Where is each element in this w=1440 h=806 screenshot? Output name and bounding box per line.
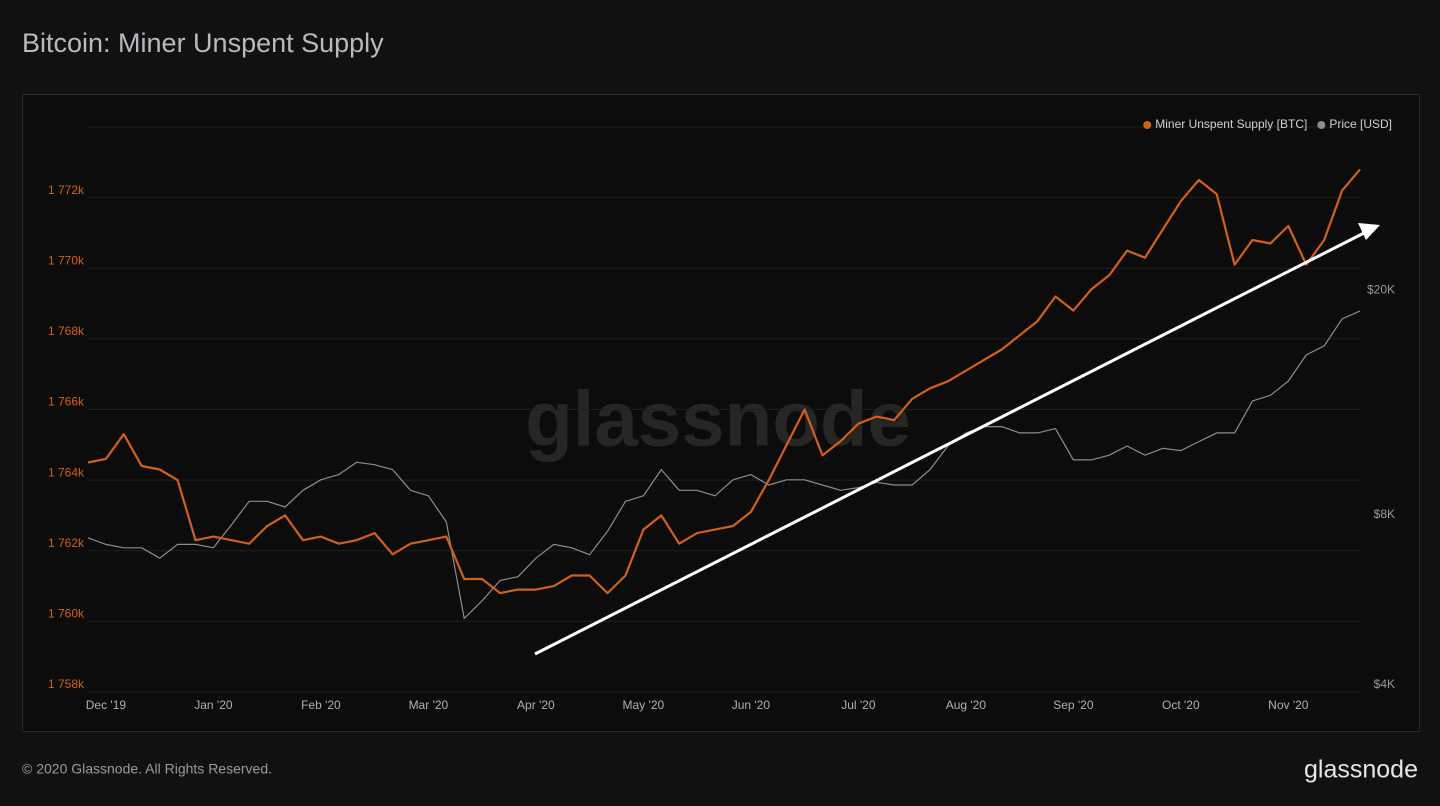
x-tick-label: Mar '20 <box>409 698 449 712</box>
y2-tick-label: $4K <box>1374 677 1395 691</box>
x-tick-label: Oct '20 <box>1162 698 1200 712</box>
x-tick-label: Nov '20 <box>1268 698 1309 712</box>
labels: 1 758k 1 760k 1 762k 1 764k 1 766k 1 768k 1 77… <box>48 117 1395 712</box>
grid <box>88 126 1360 693</box>
y-tick-label: 1 760k <box>48 607 85 621</box>
legend-swatch <box>1317 121 1326 129</box>
x-tick-label: Jan '20 <box>194 698 233 712</box>
x-tick-label: Jun '20 <box>732 698 771 712</box>
x-tick-label: Feb '20 <box>301 698 341 712</box>
chart-title: Bitcoin: Miner Unspent Supply <box>22 28 384 58</box>
y-tick-label: 1 770k <box>48 253 85 267</box>
chart-panel <box>22 94 1420 732</box>
logo: glassnode <box>1304 756 1418 784</box>
trend-arrow <box>534 223 1380 656</box>
arrow-head <box>1358 223 1380 240</box>
legend-label: Miner Unspent Supply [BTC] <box>1155 117 1307 131</box>
series-line <box>87 168 1361 595</box>
y-tick-label: 1 772k <box>48 183 85 197</box>
lines <box>87 168 1361 619</box>
x-tick-label: Aug '20 <box>946 698 987 712</box>
y2-tick-label: $8K <box>1374 507 1395 521</box>
watermark: glassnode <box>525 375 911 463</box>
y-tick-label: 1 764k <box>48 465 85 479</box>
y-tick-label: 1 758k <box>48 677 85 691</box>
x-tick-label: Apr '20 <box>517 698 555 712</box>
x-tick-label: May '20 <box>623 698 665 712</box>
x-tick-label: Dec '19 <box>86 698 127 712</box>
legend-label: Price [USD] <box>1329 117 1392 131</box>
x-tick-label: Sep '20 <box>1053 698 1094 712</box>
x-tick-label: Jul '20 <box>841 698 876 712</box>
arrow-line <box>534 230 1367 656</box>
series-line <box>87 310 1361 619</box>
y-tick-label: 1 762k <box>48 536 85 550</box>
y2-tick-label: $20K <box>1367 282 1395 296</box>
footer: © 2020 Glassnode. All Rights Reserved. <box>22 761 272 777</box>
y-tick-label: 1 766k <box>48 395 85 409</box>
legend-swatch <box>1143 121 1152 129</box>
y-tick-label: 1 768k <box>48 324 85 338</box>
